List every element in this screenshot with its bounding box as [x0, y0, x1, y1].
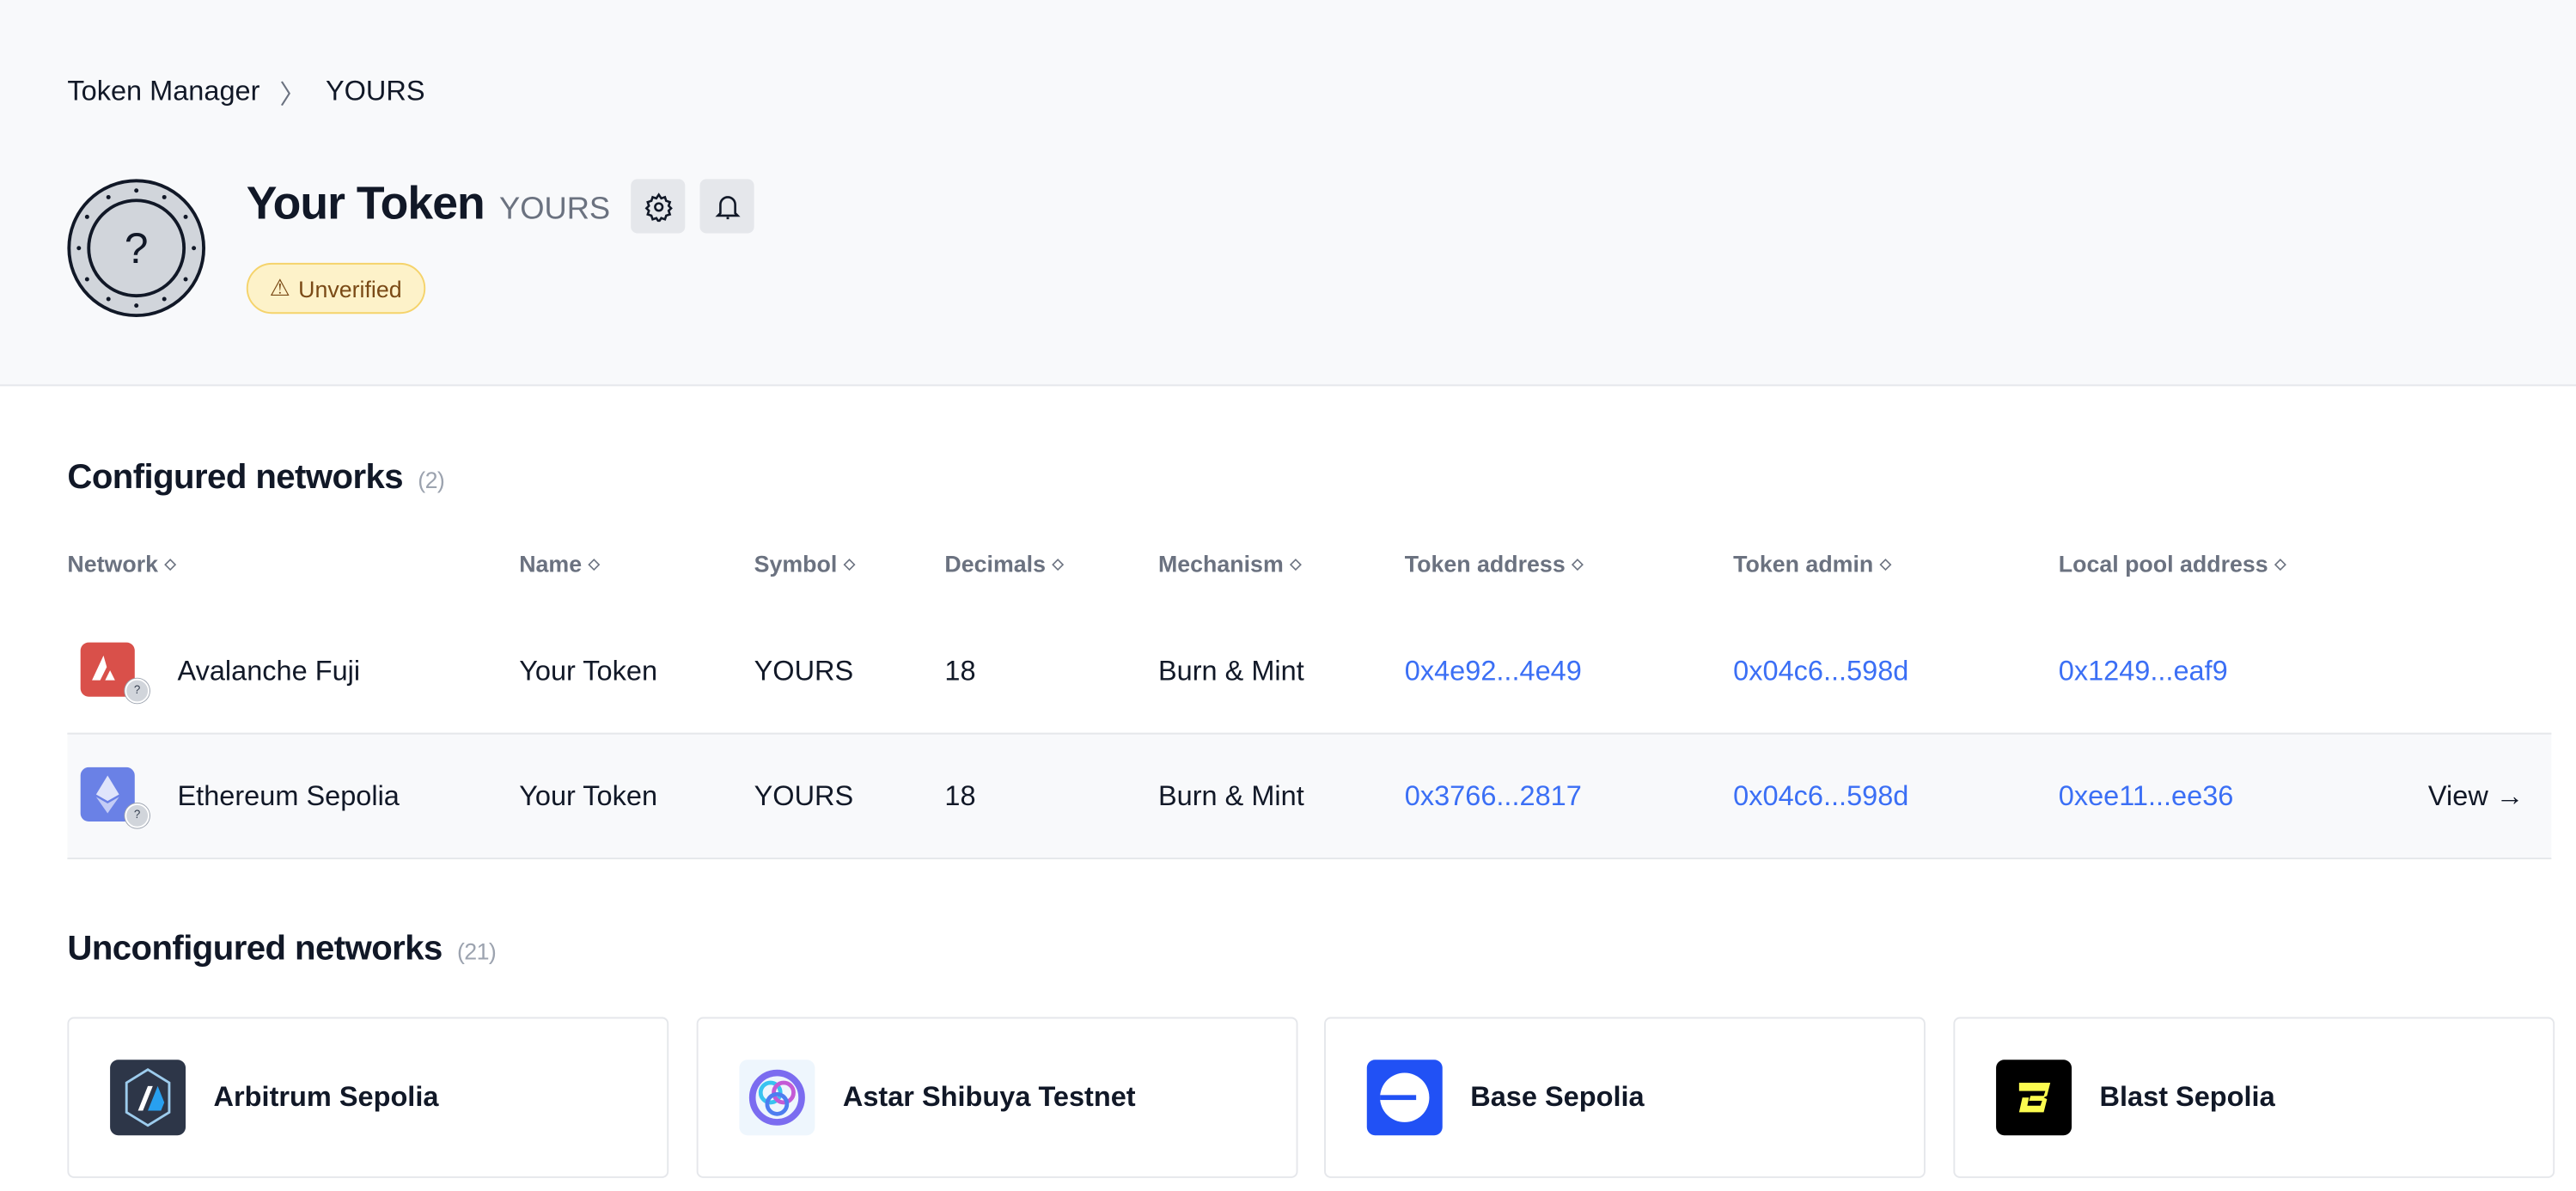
network-card-astar-shibuya[interactable]: Astar Shibuya Testnet [696, 1017, 1298, 1178]
unknown-token-icon: ? [76, 188, 197, 308]
section-count: (2) [418, 467, 445, 493]
token-avatar: ? [67, 179, 205, 318]
pool-address-link[interactable]: 0x1249...eaf9 [2058, 654, 2228, 687]
table-row[interactable]: ? Ethereum Sepolia Your Token YOURS 18 B… [67, 732, 2552, 859]
column-header-token-address[interactable]: Token address ◇ [1404, 550, 1584, 577]
bell-icon [714, 195, 740, 219]
sort-icon: ◇ [843, 554, 856, 571]
view-button[interactable]: View → [2427, 779, 2524, 811]
network-name: Avalanche Fuji [177, 654, 361, 687]
symbol-cell: YOURS [754, 779, 854, 811]
pool-address-link[interactable]: 0xee11...ee36 [2058, 779, 2234, 811]
token-name-cell: Your Token [519, 779, 658, 811]
decimals-cell: 18 [944, 779, 976, 811]
network-name: Arbitrum Sepolia [213, 1081, 439, 1113]
avalanche-icon [80, 642, 135, 697]
network-card-arbitrum-sepolia[interactable]: Arbitrum Sepolia [67, 1017, 669, 1178]
sort-icon: ◇ [1052, 554, 1064, 571]
column-header-decimals[interactable]: Decimals ◇ [944, 550, 1064, 577]
arbitrum-icon [110, 1060, 186, 1136]
unconfigured-networks-heading: Unconfigured networks (21) [67, 930, 496, 969]
network-name: Blast Sepolia [2099, 1081, 2275, 1113]
token-mini-icon: ? [125, 678, 150, 704]
token-name: Your Token [246, 177, 485, 229]
configured-networks-heading: Configured networks (2) [67, 458, 444, 498]
breadcrumb: Token Manager 〉 YOURS [67, 72, 424, 112]
token-name-cell: Your Token [519, 654, 658, 687]
svg-text:?: ? [125, 224, 149, 272]
network-name: Astar Shibuya Testnet [842, 1081, 1136, 1113]
mechanism-cell: Burn & Mint [1157, 654, 1304, 687]
section-title: Configured networks [67, 458, 404, 497]
blast-icon [1996, 1060, 2072, 1136]
status-badge: ⚠ Unverified [246, 262, 425, 315]
token-address-link[interactable]: 0x3766...2817 [1404, 779, 1582, 811]
chevron-right-icon: 〉 [279, 82, 307, 111]
token-mini-icon: ? [125, 803, 150, 828]
column-header-pool-address[interactable]: Local pool address ◇ [2058, 550, 2286, 577]
sort-icon: ◇ [588, 554, 600, 571]
breadcrumb-token-manager[interactable]: Token Manager [67, 75, 260, 107]
sort-icon: ◇ [164, 554, 176, 571]
token-header [0, 0, 2576, 387]
section-title: Unconfigured networks [67, 930, 443, 968]
base-icon [1366, 1060, 1443, 1136]
astar-icon [739, 1060, 815, 1136]
warning-icon: ⚠ [269, 274, 290, 301]
mechanism-cell: Burn & Mint [1157, 779, 1304, 811]
column-header-token-admin[interactable]: Token admin ◇ [1733, 550, 1892, 577]
network-name: Ethereum Sepolia [177, 779, 400, 811]
page-title: Your Token YOURS [247, 177, 610, 229]
token-admin-link[interactable]: 0x04c6...598d [1733, 779, 1909, 811]
decimals-cell: 18 [944, 654, 976, 687]
column-header-mechanism[interactable]: Mechanism ◇ [1157, 550, 1302, 577]
sort-icon: ◇ [2274, 554, 2286, 571]
network-card-blast-sepolia[interactable]: Blast Sepolia [1953, 1017, 2555, 1178]
token-admin-link[interactable]: 0x04c6...598d [1733, 654, 1909, 687]
section-count: (21) [456, 938, 497, 965]
settings-button[interactable] [631, 179, 686, 234]
breadcrumb-current: YOURS [325, 75, 425, 107]
symbol-cell: YOURS [754, 654, 854, 687]
sort-icon: ◇ [1879, 554, 1892, 571]
column-header-symbol[interactable]: Symbol ◇ [754, 550, 856, 577]
sort-icon: ◇ [1290, 554, 1302, 571]
notifications-button[interactable] [699, 179, 754, 234]
sort-icon: ◇ [1572, 554, 1584, 571]
table-row[interactable]: ? Avalanche Fuji Your Token YOURS 18 Bur… [67, 609, 2552, 735]
token-symbol: YOURS [498, 192, 611, 227]
token-address-link[interactable]: 0x4e92...4e49 [1404, 654, 1582, 687]
gear-icon [644, 192, 672, 222]
column-header-name[interactable]: Name ◇ [519, 550, 600, 577]
column-header-network[interactable]: Network ◇ [67, 550, 176, 577]
network-name: Base Sepolia [1470, 1081, 1645, 1113]
network-card-base-sepolia[interactable]: Base Sepolia [1324, 1017, 1926, 1178]
status-label: Unverified [298, 275, 402, 302]
